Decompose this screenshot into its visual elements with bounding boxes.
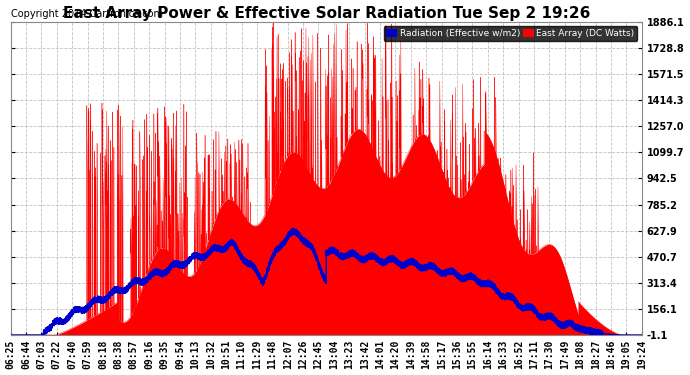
Legend: Radiation (Effective w/m2), East Array (DC Watts): Radiation (Effective w/m2), East Array (… bbox=[384, 26, 638, 40]
Title: East Array Power & Effective Solar Radiation Tue Sep 2 19:26: East Array Power & Effective Solar Radia… bbox=[63, 6, 590, 21]
Text: Copyright 2014 Cartronics.com: Copyright 2014 Cartronics.com bbox=[10, 9, 163, 19]
